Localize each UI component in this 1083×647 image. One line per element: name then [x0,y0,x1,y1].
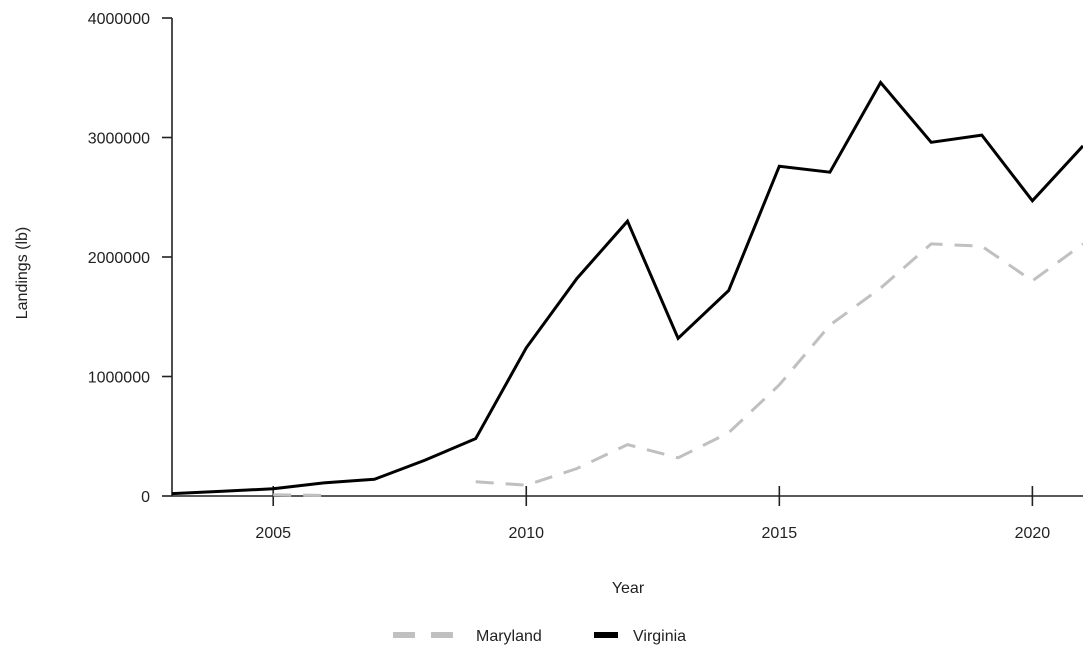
y-axis: 0 1000000 2000000 3000000 4000000 [88,11,173,506]
x-tick-label: 2005 [255,525,291,542]
x-tick-label: 2010 [508,525,544,542]
legend-item-maryland: Maryland [393,628,542,645]
series-layer [171,79,1083,497]
series-line-maryland [273,493,324,497]
y-tick-label: 3000000 [88,131,150,148]
x-tick-label: 2015 [762,525,798,542]
x-axis: 2005 2010 2015 2020 [172,486,1083,542]
x-axis-title: Year [612,580,645,597]
legend: Maryland Virginia [393,628,686,645]
y-tick-label: 2000000 [88,250,150,267]
series-line-virginia [171,79,1083,496]
y-tick-label: 0 [141,489,150,506]
series-virginia [171,79,1083,496]
legend-label: Maryland [476,628,542,645]
legend-item-virginia: Virginia [594,628,686,645]
x-tick-label: 2020 [1015,525,1051,542]
legend-label: Virginia [633,628,686,645]
y-axis-title: Landings (lb) [14,227,31,320]
y-tick-label: 1000000 [88,370,150,387]
y-tick-label: 4000000 [88,11,150,28]
series-line-maryland [475,242,1083,487]
series-maryland [273,242,1083,497]
